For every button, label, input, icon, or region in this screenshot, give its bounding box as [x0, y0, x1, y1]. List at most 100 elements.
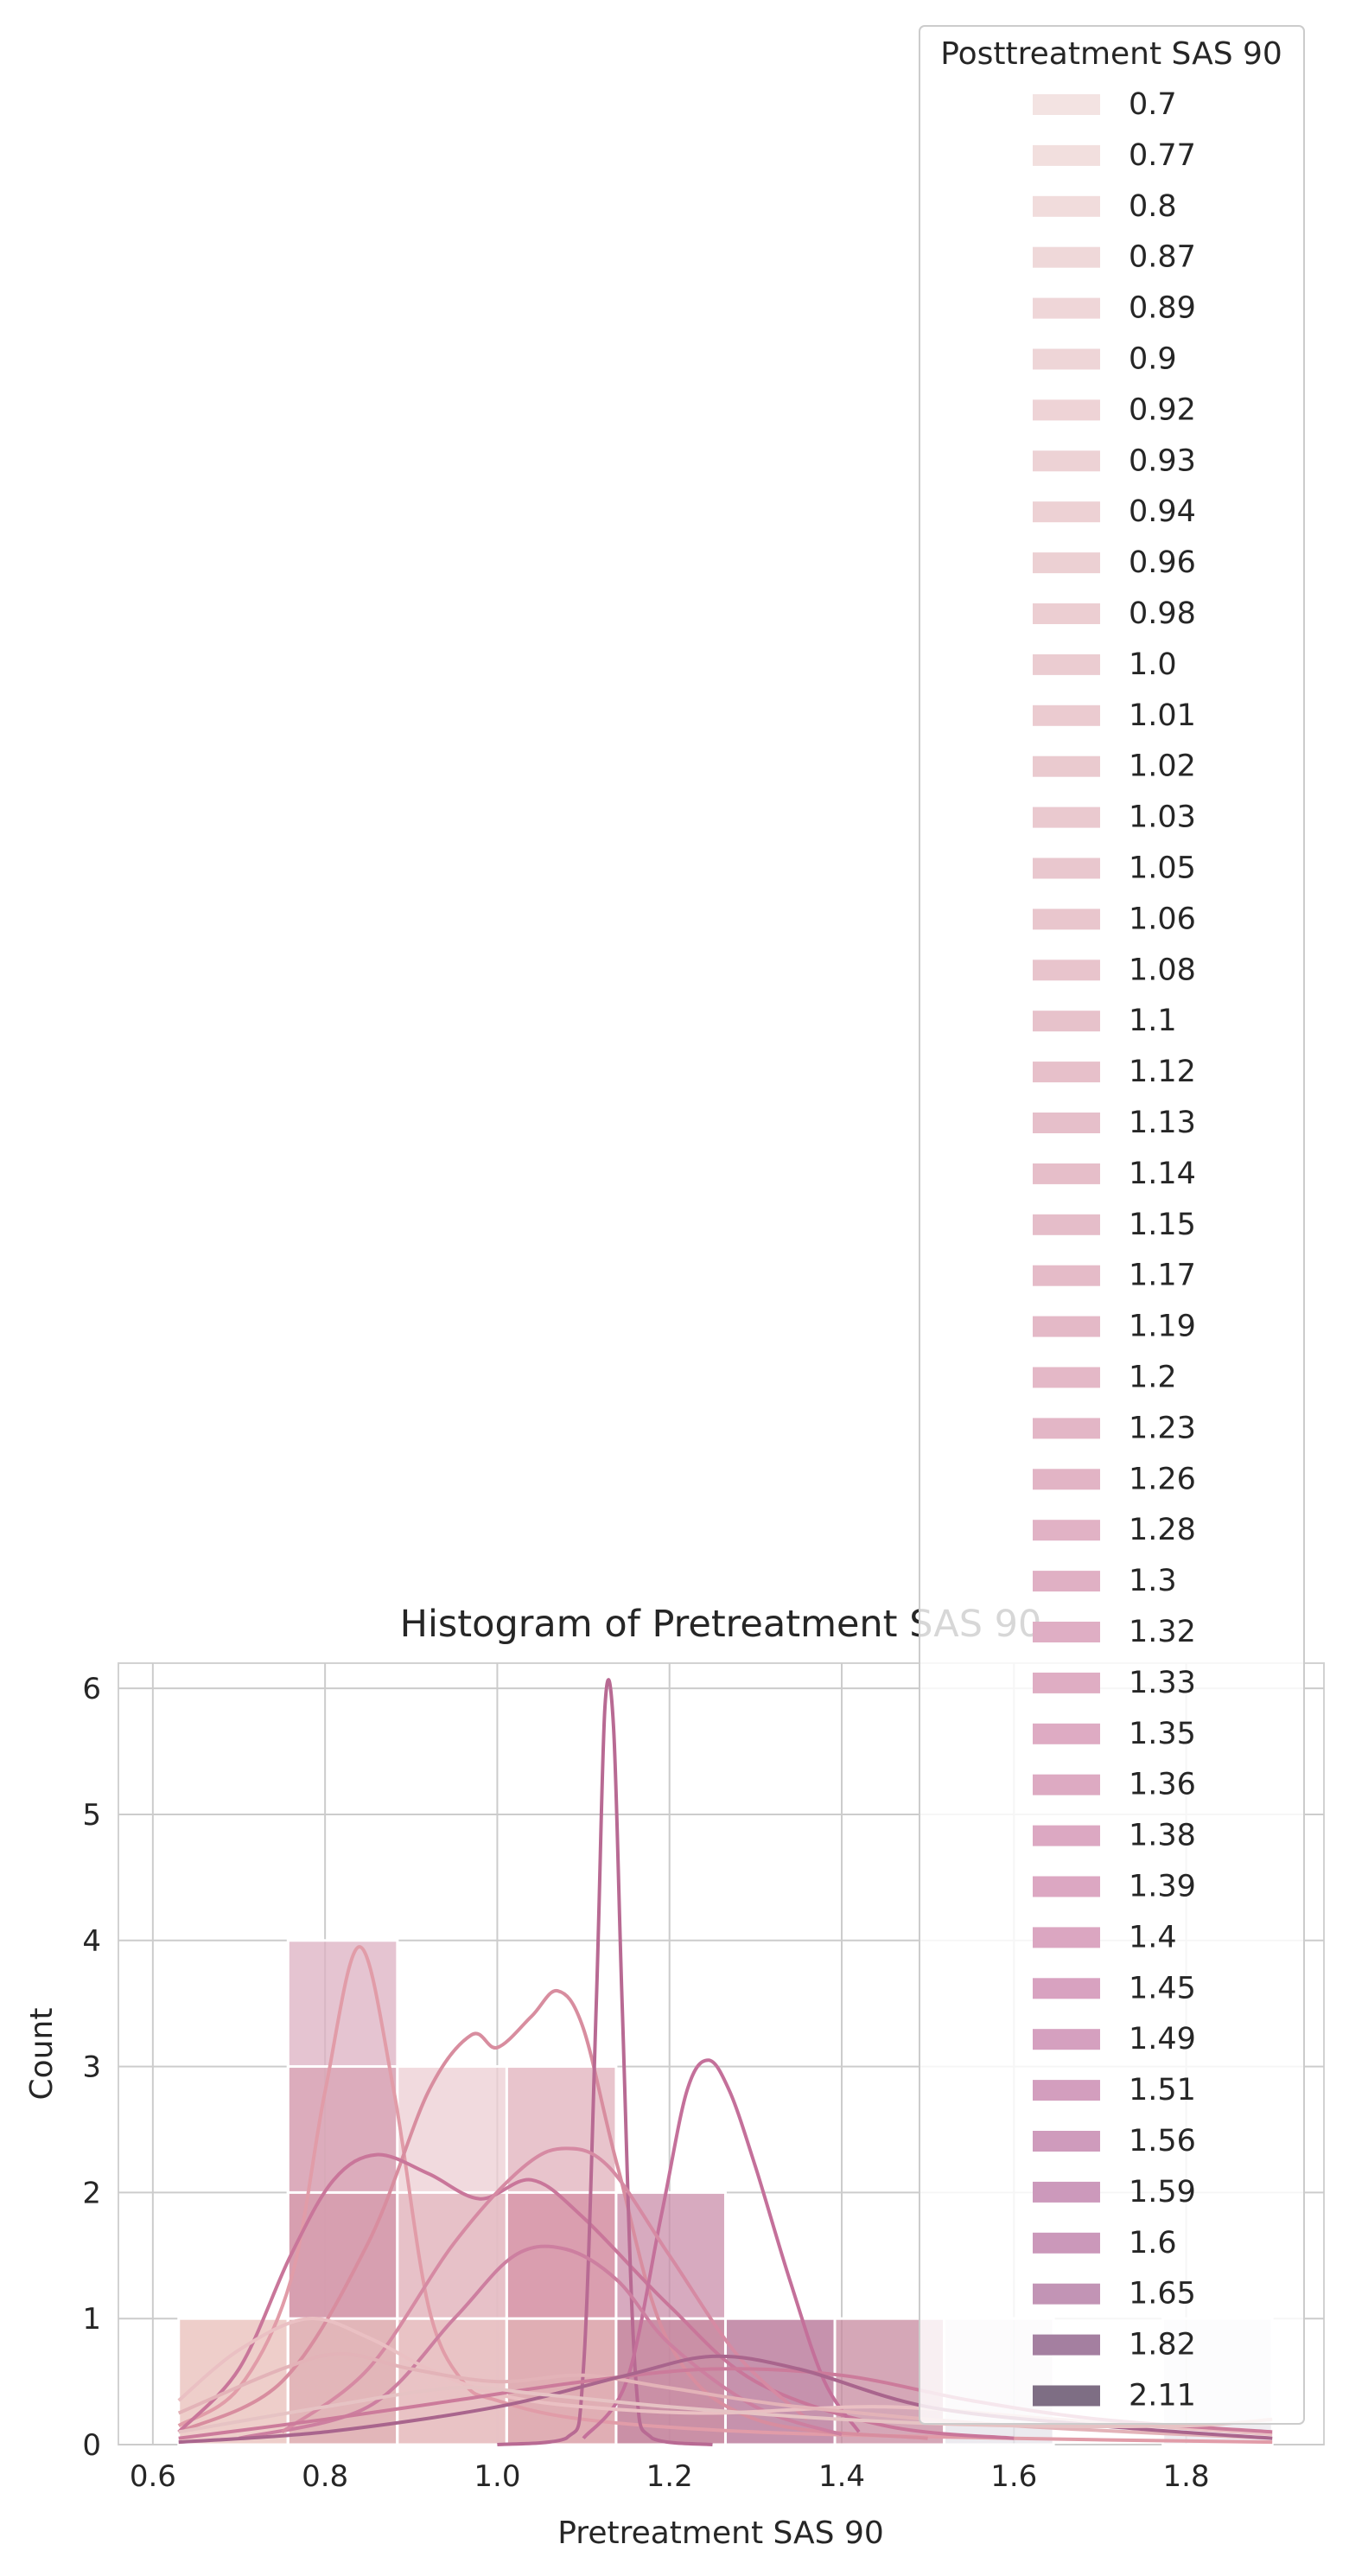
legend-swatch	[1033, 2232, 1100, 2254]
kde-curve	[281, 2146, 809, 2434]
y-tick-label: 0	[82, 2428, 101, 2463]
x-tick-label: 1.6	[990, 2459, 1037, 2494]
x-tick-label: 1.8	[1163, 2459, 1210, 2494]
y-tick-label: 3	[82, 2050, 101, 2085]
y-tick-label: 1	[82, 2302, 101, 2337]
y-tick-label: 4	[82, 1924, 101, 1959]
legend-entry-label: 1.36	[1129, 1768, 1196, 1802]
legend-entry-label: 1.49	[1129, 2022, 1196, 2056]
legend-entry-label: 0.77	[1129, 138, 1196, 173]
legend-swatch	[1033, 1367, 1100, 1388]
legend-entry-label: 1.14	[1129, 1157, 1196, 1191]
legend-entry-label: 1.08	[1129, 953, 1196, 987]
kde-curve	[177, 1989, 928, 2440]
legend-entry-label: 1.23	[1129, 1411, 1196, 1445]
legend-entry-label: 1.19	[1129, 1310, 1196, 1344]
legend-entry-label: 0.93	[1129, 443, 1196, 478]
legend-swatch	[1033, 1113, 1100, 1133]
y-tick-label: 5	[82, 1798, 101, 1833]
legend-swatch	[1033, 1622, 1100, 1642]
kde-curve	[239, 2244, 843, 2440]
legend-swatch	[1033, 603, 1100, 624]
legend-swatch	[1033, 195, 1100, 217]
y-axis-label: Count	[24, 2008, 60, 2101]
legend-entry-label: 1.13	[1129, 1106, 1196, 1140]
legend-box	[919, 25, 1305, 2425]
legend-entry-label: 1.2	[1129, 1361, 1177, 1395]
legend-entry-label: 0.9	[1129, 342, 1177, 377]
legend-entry-label: 1.01	[1129, 698, 1196, 733]
legend-entry-label: 0.94	[1129, 494, 1196, 529]
legend-entry-label: 0.87	[1129, 240, 1196, 275]
legend-swatch	[1033, 1062, 1100, 1083]
legend-swatch	[1033, 807, 1100, 828]
legend-swatch	[1033, 1978, 1100, 1999]
legend-swatch	[1033, 1214, 1100, 1235]
legend-entry-label: 1.3	[1129, 1564, 1177, 1598]
legend-entry-label: 1.15	[1129, 1208, 1196, 1242]
legend-swatch	[1033, 297, 1100, 319]
x-tick-label: 1.4	[818, 2459, 865, 2494]
legend-swatch	[1033, 705, 1100, 726]
legend-entry-label: 1.33	[1129, 1666, 1196, 1700]
legend-entry-label: 1.39	[1129, 1870, 1196, 1904]
legend-swatch	[1033, 246, 1100, 268]
x-tick-label: 0.6	[130, 2459, 176, 2494]
x-tick-labels: 0.6 0.8 1.0 1.2 1.4 1.6 1.8	[130, 2459, 1210, 2494]
legend-entry-label: 1.12	[1129, 1055, 1196, 1089]
legend-swatch	[1033, 1418, 1100, 1439]
legend-swatch	[1033, 399, 1100, 421]
y-tick-label: 6	[82, 1672, 101, 1706]
legend-entry-label: 1.65	[1129, 2277, 1196, 2311]
legend-swatch	[1033, 858, 1100, 879]
legend-entry-label: 1.0	[1129, 647, 1177, 682]
legend-swatch	[1033, 909, 1100, 930]
legend-entry-label: 1.6	[1129, 2226, 1177, 2260]
legend-swatch	[1033, 756, 1100, 777]
legend-entry-label: 1.59	[1129, 2175, 1196, 2209]
legend-entry-label: 0.98	[1129, 596, 1196, 631]
legend-entry-label: 1.05	[1129, 851, 1196, 886]
legend-swatch	[1033, 1469, 1100, 1490]
legend-entry-label: 1.38	[1129, 1819, 1196, 1853]
legend-entry-label: 1.45	[1129, 1971, 1196, 2005]
legend-swatch	[1033, 2131, 1100, 2152]
legend-swatch	[1033, 960, 1100, 981]
legend-entry-label: 1.56	[1129, 2124, 1196, 2158]
legend-swatch	[1033, 1774, 1100, 1795]
legend-swatch	[1033, 1163, 1100, 1184]
legend-entry-label: 1.4	[1129, 1920, 1177, 1954]
legend-entry-label: 2.11	[1129, 2379, 1196, 2413]
legend-swatch	[1033, 1825, 1100, 1846]
legend-entry-label: 1.51	[1129, 2073, 1196, 2107]
legend-swatch	[1033, 2029, 1100, 2050]
x-tick-label: 1.0	[474, 2459, 520, 2494]
legend-entry-label: 1.35	[1129, 1717, 1196, 1751]
legend-swatch	[1033, 1265, 1100, 1286]
legend-swatch	[1033, 1011, 1100, 1032]
legend-entries: 0.7 0.77 0.8 0.87 0.89 0.9 0.92 0.93 0.94 0.96 0.9…	[1033, 87, 1196, 2413]
legend-entry-label: 0.92	[1129, 392, 1196, 427]
legend-entry-label: 1.1	[1129, 1004, 1177, 1038]
legend-entry-label: 1.03	[1129, 800, 1196, 835]
legend-swatch	[1033, 1520, 1100, 1541]
legend-swatch	[1033, 2283, 1100, 2305]
legend-entry-label: 1.06	[1129, 902, 1196, 936]
legend-swatch	[1033, 144, 1100, 166]
legend-swatch	[1033, 2181, 1100, 2203]
kde-curve	[178, 2385, 1273, 2434]
histogram-bar	[723, 2317, 837, 2446]
legend-swatch	[1033, 1571, 1100, 1592]
legend-swatch	[1033, 501, 1100, 523]
legend-swatch	[1033, 2385, 1100, 2407]
legend-entry-label: 1.28	[1129, 1513, 1196, 1547]
x-tick-label: 0.8	[302, 2459, 348, 2494]
legend-swatch	[1033, 1672, 1100, 1693]
legend-swatch	[1033, 1316, 1100, 1337]
legend-entry-label: 1.02	[1129, 749, 1196, 784]
legend: Posttreatment SAS 90 0.70.770.80.870.890…	[919, 25, 1305, 2425]
legend-entry-label: 0.8	[1129, 189, 1177, 224]
legend-swatch	[1033, 348, 1100, 370]
legend-swatch	[1033, 654, 1100, 675]
